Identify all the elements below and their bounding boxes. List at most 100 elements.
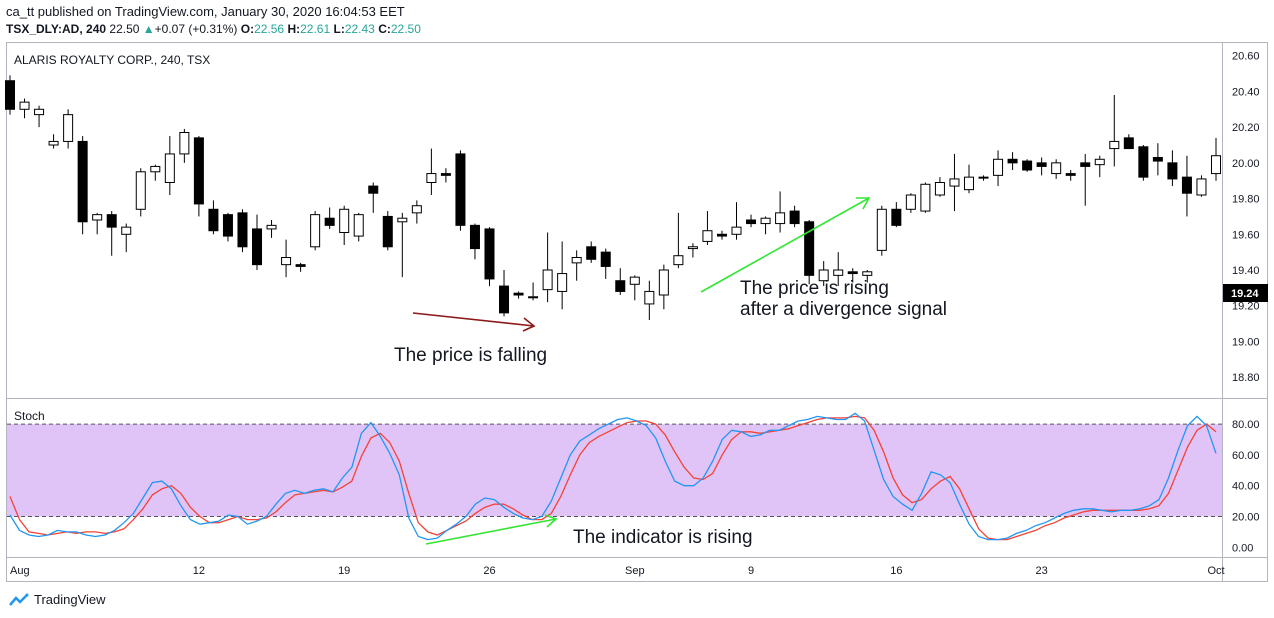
candle-body	[513, 292, 524, 296]
price-tick-label: 20.20	[1232, 122, 1260, 134]
high-label: H:	[287, 22, 301, 36]
candle	[339, 205, 350, 245]
price-axis: 20.60 20.40 20.20 20.00 19.80 19.60 19.40 19.20…	[1232, 51, 1260, 384]
candle	[48, 134, 59, 149]
candle-body	[310, 214, 321, 248]
candle-body	[222, 214, 233, 237]
candle-body	[353, 214, 364, 237]
candle	[600, 248, 611, 279]
price-tick-label: 19.00	[1232, 336, 1260, 348]
candle	[237, 209, 248, 253]
symbol-legend: TSX_DLY:AD, 240 22.50 ▲+0.07 (+0.31%) O:…	[6, 22, 421, 36]
candle	[963, 164, 974, 194]
candle	[440, 168, 451, 183]
candle	[1167, 150, 1178, 187]
open-label: O:	[240, 22, 255, 36]
candle	[1051, 159, 1062, 179]
candle	[934, 177, 945, 197]
candle	[746, 214, 757, 228]
candle	[658, 264, 669, 310]
candle	[716, 230, 727, 240]
rising-price-arrow	[700, 197, 871, 293]
candle	[760, 216, 771, 235]
time-tick-label: 19	[338, 565, 350, 577]
candle	[1080, 153, 1091, 206]
price-tick-label: 20.00	[1232, 158, 1260, 170]
candle	[121, 223, 132, 253]
chart-frame	[6, 42, 1268, 582]
change-value: +0.07 (+0.31%)	[154, 22, 238, 36]
candle	[1152, 143, 1163, 176]
candle	[557, 241, 568, 310]
candle-body	[934, 182, 945, 196]
candle	[629, 275, 640, 301]
candle-body	[920, 183, 931, 212]
time-axis: Aug121926Sep91623Oct711	[10, 565, 1225, 577]
candle	[397, 212, 408, 278]
candle	[731, 202, 742, 240]
candle-body	[34, 108, 45, 116]
candle	[34, 105, 45, 128]
candlestick-series	[4, 75, 1222, 320]
candle-body	[905, 194, 916, 210]
candle-body	[179, 132, 190, 155]
candle	[426, 148, 437, 195]
candle-body	[1123, 137, 1134, 150]
candle-body	[281, 257, 292, 266]
candle	[353, 212, 364, 242]
candle	[542, 232, 553, 303]
candle-body	[324, 217, 335, 226]
candle	[818, 261, 829, 287]
price-badge-text: 19.24	[1231, 288, 1259, 300]
candle-body	[339, 208, 350, 234]
candle	[19, 98, 30, 119]
candle-body	[862, 271, 873, 276]
candle-body	[600, 251, 611, 267]
candle	[106, 211, 117, 256]
high-value: 22.61	[300, 22, 331, 36]
candle-body	[237, 212, 248, 248]
candle-body	[1181, 176, 1192, 194]
candle	[833, 252, 844, 287]
candle	[775, 191, 786, 233]
candle-body	[876, 208, 887, 251]
candle	[310, 211, 321, 251]
time-tick-label: Sep	[625, 565, 645, 577]
price-tick-label: 18.80	[1232, 372, 1260, 384]
candle-body	[789, 210, 800, 225]
candle-body	[731, 226, 742, 235]
candle	[222, 212, 233, 242]
candle	[615, 268, 626, 295]
candle	[208, 200, 219, 235]
candle-body	[252, 228, 263, 266]
falling-arrow	[412, 312, 536, 332]
candle	[382, 211, 393, 251]
stoch-axis: 80.00 60.00 40.00 20.00 0.00	[1232, 419, 1260, 554]
candle	[281, 239, 292, 278]
candle-body	[4, 80, 16, 110]
candle	[164, 136, 175, 195]
candle-body	[963, 176, 974, 191]
candle-body	[440, 173, 451, 176]
candle-body	[760, 217, 771, 225]
candle-body	[571, 257, 582, 264]
candle	[1181, 155, 1192, 217]
tradingview-logo[interactable]: TradingView	[8, 592, 106, 607]
candle-body	[1152, 157, 1163, 162]
candle-body	[411, 205, 422, 214]
candle	[1138, 145, 1149, 181]
stoch-tick-label: 0.00	[1232, 542, 1253, 554]
candle	[295, 262, 306, 272]
main-chart-title: ALARIS ROYALTY CORP., 240, TSX	[14, 53, 210, 67]
candle	[92, 212, 103, 235]
price-tick-label: 20.60	[1232, 51, 1260, 63]
candle-body	[1022, 160, 1033, 171]
candle-body	[804, 221, 815, 276]
candle-body	[1167, 162, 1178, 180]
candle-body	[499, 285, 510, 314]
candle-body	[687, 246, 698, 250]
close-value: 22.50	[390, 22, 421, 36]
symbol-name[interactable]: TSX_DLY:AD, 240	[6, 22, 107, 36]
candle-body	[949, 178, 960, 187]
